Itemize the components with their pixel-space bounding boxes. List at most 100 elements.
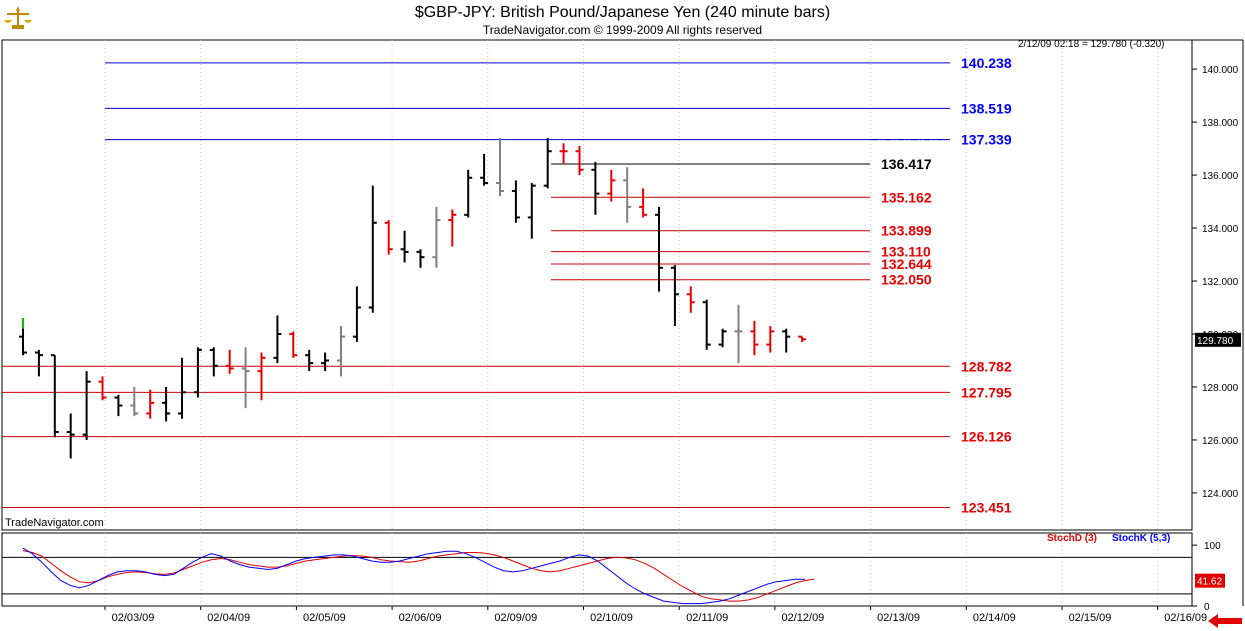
ohlc-bar: [50, 354, 59, 438]
ohlc-bar: [782, 328, 791, 353]
ohlc-bar: [798, 335, 807, 342]
ohlc-bar: [321, 352, 330, 372]
level-label: 132.644: [881, 256, 932, 272]
chart-subtitle: TradeNavigator.com © 1999-2009 All right…: [482, 23, 763, 37]
y-tick-label: 128.000: [1202, 383, 1239, 394]
ohlc-bar: [527, 183, 536, 239]
x-tick-label: 02/14/09: [973, 612, 1016, 624]
ohlc-bar: [623, 167, 632, 223]
level-label: 136.417: [881, 156, 932, 172]
ohlc-bar: [289, 331, 298, 358]
ohlc-bar: [368, 185, 377, 313]
y-tick-label: 136.000: [1202, 171, 1239, 182]
ohlc-bar: [591, 161, 600, 215]
ohlc-bar: [146, 389, 155, 419]
y-tick-label: 126.000: [1202, 436, 1239, 447]
ohlc-bar: [273, 315, 282, 364]
ohlc-bar: [193, 347, 202, 398]
ohlc-bar: [464, 169, 473, 218]
ohlc-bar: [305, 349, 314, 372]
ohlc-bar: [670, 265, 679, 327]
osc-y-tick-label: 0: [1204, 602, 1210, 613]
level-label: 140.238: [961, 55, 1012, 71]
ohlc-bar: [575, 145, 584, 176]
level-label: 133.110: [881, 244, 931, 260]
x-tick-label: 02/09/09: [494, 612, 537, 624]
last-price-label: 129.780: [1197, 336, 1234, 347]
ohlc-bar: [400, 230, 409, 263]
osc-y-tick-label: 100: [1204, 541, 1221, 552]
x-tick-label: 02/05/09: [303, 612, 346, 624]
ohlc-bar: [416, 249, 425, 268]
x-tick-label: 02/15/09: [1069, 612, 1112, 624]
ohlc-bar: [496, 138, 504, 197]
ohlc-bar: [750, 320, 759, 356]
chart-title: $GBP-JPY: British Pound/Japanese Yen (24…: [414, 4, 831, 21]
ohlc-bar: [162, 386, 171, 422]
ohlc-bar: [209, 347, 218, 377]
level-label: 127.795: [961, 384, 1012, 400]
ohlc-bar: [114, 394, 123, 417]
osc-last-value-label: 41.62: [1197, 577, 1222, 588]
x-tick-label: 02/04/09: [207, 612, 250, 624]
ohlc-bar: [543, 138, 552, 189]
y-tick-label: 132.000: [1202, 277, 1239, 288]
level-label: 137.339: [961, 132, 1012, 148]
ohlc-bar: [432, 206, 441, 268]
ohlc-bar: [352, 286, 361, 342]
ohlc-bar: [734, 304, 743, 364]
level-label: 126.126: [961, 429, 1012, 445]
ohlc-bar: [178, 357, 186, 419]
x-tick-label: 02/03/09: [112, 612, 155, 624]
level-label: 123.451: [961, 499, 1012, 515]
ohlc-bar: [241, 347, 250, 409]
watermark: TradeNavigator.com: [5, 517, 104, 529]
ohlc-bar: [130, 386, 139, 417]
red-left-arrow-icon[interactable]: [1208, 614, 1242, 628]
x-tick-label: 02/16/09: [1164, 612, 1207, 624]
ohlc-bar: [82, 371, 91, 440]
ohlc-bar: [639, 188, 648, 218]
ohlc-bar: [686, 286, 695, 313]
ohlc-bar: [702, 299, 711, 350]
osc-last-value-box: [1195, 573, 1225, 588]
level-label: 132.050: [881, 272, 932, 288]
gold-scale-logo-icon: [4, 6, 32, 29]
stochd-line: [22, 550, 815, 602]
y-tick-label: 134.000: [1202, 224, 1239, 235]
ohlc-bar: [559, 143, 568, 165]
ohlc-bar: [34, 349, 43, 377]
ohlc-bar: [257, 352, 266, 401]
ohlc-bar: [66, 413, 75, 459]
level-label: 138.519: [961, 100, 1012, 116]
x-tick-label: 02/10/09: [590, 612, 633, 624]
level-label: 135.162: [881, 189, 932, 205]
ohlc-bar: [655, 206, 663, 292]
level-label: 128.782: [961, 358, 1012, 374]
ohlc-bar: [607, 169, 616, 202]
ohlc-bar: [766, 326, 775, 353]
ohlc-bar: [480, 153, 489, 186]
y-tick-label: 140.000: [1202, 65, 1239, 76]
level-label: 133.899: [881, 223, 932, 239]
ohlc-bar: [384, 220, 393, 255]
price-pane-frame: [1, 39, 1193, 531]
ohlc-bar: [337, 326, 345, 377]
last-price-info: 2/12/09 02:18 = 129.780 (-0.320): [1018, 39, 1165, 50]
ohlc-bar: [511, 180, 520, 223]
x-tick-label: 02/11/09: [686, 612, 728, 624]
ohlc-bar: [718, 328, 727, 348]
stochd-legend: StochD (3): [1047, 533, 1097, 544]
y-tick-label: 124.000: [1202, 489, 1239, 500]
stochk-line: [22, 547, 805, 605]
oscillator-pane-frame: [1, 532, 1193, 607]
ohlc-bar: [225, 349, 234, 374]
y-tick-label: 138.000: [1202, 118, 1239, 129]
x-tick-label: 02/13/09: [877, 612, 920, 624]
x-tick-label: 02/06/09: [399, 612, 442, 624]
stochk-legend: StochK (5,3): [1112, 533, 1171, 544]
ohlc-bar: [448, 209, 457, 247]
last-price-box: [1195, 332, 1241, 347]
x-tick-label: 02/12/09: [781, 612, 824, 624]
